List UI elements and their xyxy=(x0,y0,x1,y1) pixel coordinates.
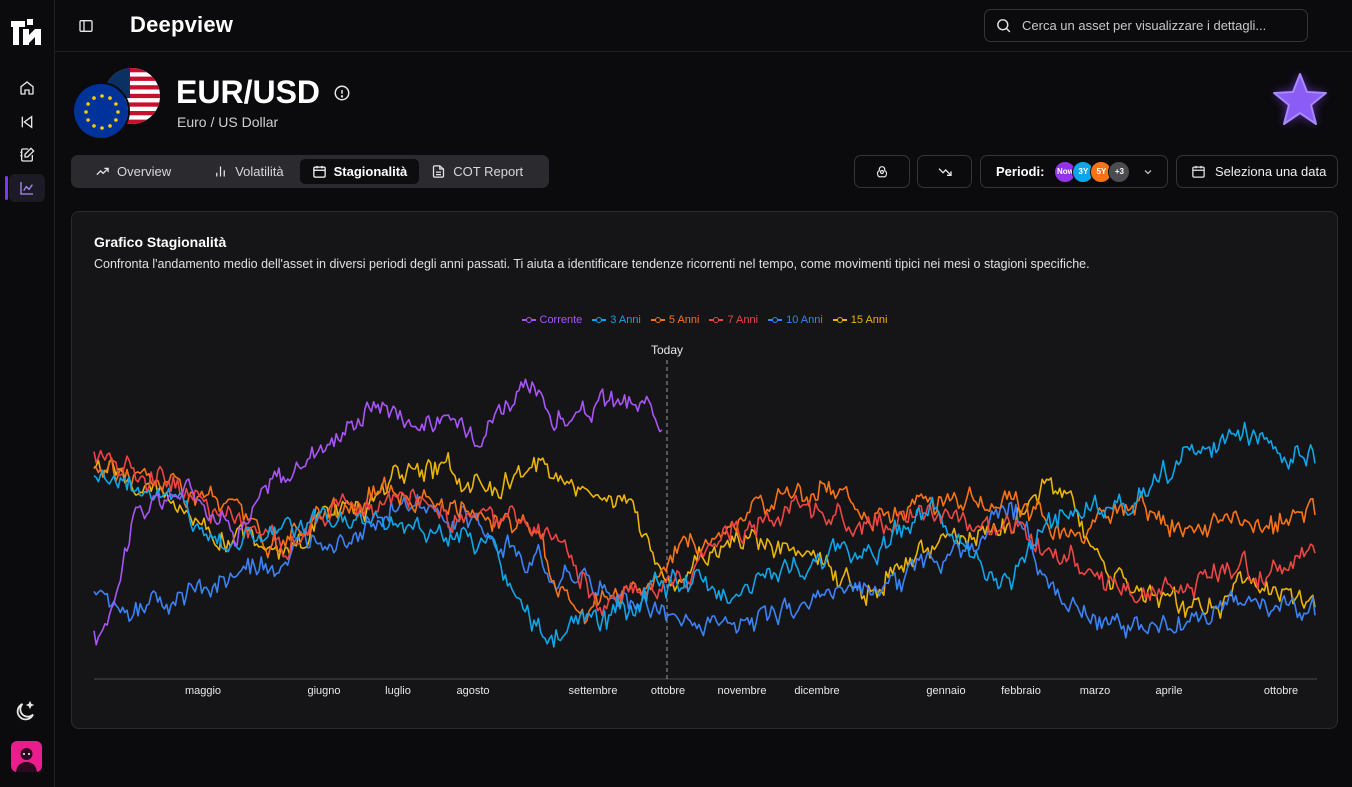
legend-item[interactable]: 3 Anni xyxy=(592,314,641,326)
x-tick-label: novembre xyxy=(718,685,767,697)
series-line-3-anni[interactable] xyxy=(93,421,1316,648)
legend-label: 7 Anni xyxy=(727,314,759,326)
notebook-edit-icon xyxy=(20,147,35,162)
user-avatar[interactable] xyxy=(11,741,42,772)
panel-left-icon xyxy=(79,20,93,32)
sidebar-toggle-button[interactable] xyxy=(75,15,97,37)
seasonality-chart: maggio giugno luglio agosto settembre ottobre… xyxy=(93,343,1317,697)
trending-down-icon xyxy=(938,167,952,176)
trending-up-icon xyxy=(96,167,109,176)
legend-marker xyxy=(592,316,607,324)
bar-chart-icon xyxy=(216,166,226,177)
app-title: Deepview xyxy=(130,12,234,37)
nav-home[interactable] xyxy=(9,74,45,102)
chart-legend: Corrente 3 Anni 5 Anni 7 Anni 10 Anni 15 Anni xyxy=(72,314,1337,326)
series-line-15-anni[interactable] xyxy=(93,452,1316,619)
legend-marker xyxy=(768,316,783,324)
legend-label: Corrente xyxy=(539,314,583,326)
legend-item[interactable]: Corrente xyxy=(521,314,583,326)
home-icon xyxy=(20,81,34,95)
today-label: Today xyxy=(651,343,683,357)
tab-volatilita[interactable]: Volatilità xyxy=(187,159,299,184)
tab-overview[interactable]: Overview xyxy=(75,159,187,184)
calendar-icon xyxy=(312,165,326,178)
search-icon xyxy=(997,19,1011,33)
biohazard-button[interactable] xyxy=(854,155,910,188)
series-line-corrente[interactable] xyxy=(93,378,663,646)
tab-cot-report[interactable]: COT Report xyxy=(419,159,535,184)
legend-marker xyxy=(521,316,536,324)
series-line-7-anni[interactable] xyxy=(93,449,1316,617)
nav-charts[interactable] xyxy=(5,174,45,202)
legend-marker xyxy=(709,316,724,324)
select-date-label: Seleziona una data xyxy=(1215,164,1327,179)
x-tick-label: giugno xyxy=(307,685,340,697)
legend-label: 3 Anni xyxy=(610,314,641,326)
legend-item[interactable]: 15 Anni xyxy=(832,314,888,326)
legend-item[interactable]: 10 Anni xyxy=(768,314,823,326)
x-tick-label: ottobre xyxy=(651,685,685,697)
file-text-icon xyxy=(433,165,445,178)
x-tick-label: maggio xyxy=(185,685,221,697)
favorite-star-icon[interactable] xyxy=(1264,66,1336,132)
legend-label: 10 Anni xyxy=(786,314,823,326)
x-tick-label: febbraio xyxy=(1001,685,1041,697)
sidebar xyxy=(0,0,55,787)
asset-name: Euro / US Dollar xyxy=(177,114,279,130)
asset-symbol: EUR/USD xyxy=(176,74,321,110)
trending-down-button[interactable] xyxy=(917,155,972,188)
biohazard-icon xyxy=(876,165,888,177)
eu-flag-icon xyxy=(72,82,130,140)
top-bar: Deepview Cerca un asset per visualizzare… xyxy=(55,0,1352,52)
tab-label: COT Report xyxy=(453,164,524,179)
tab-stagionalita[interactable]: Stagionalità xyxy=(299,159,420,184)
nav-back[interactable] xyxy=(9,108,45,136)
seasonality-chart-card: Grafico Stagionalità Confronta l'andamen… xyxy=(71,211,1338,729)
tab-label: Volatilità xyxy=(235,164,284,179)
asset-tabs: Overview Volatilità Stagionalità COT Rep… xyxy=(71,155,549,188)
search-placeholder: Cerca un asset per visualizzare i dettag… xyxy=(1022,18,1267,33)
period-chip-more: +3 xyxy=(1108,160,1131,183)
legend-label: 5 Anni xyxy=(668,314,700,326)
skip-back-icon xyxy=(21,115,33,129)
nav-journal[interactable] xyxy=(9,141,45,169)
legend-item[interactable]: 7 Anni xyxy=(709,314,758,326)
search-input[interactable]: Cerca un asset per visualizzare i dettag… xyxy=(984,9,1308,42)
select-date-button[interactable]: Seleziona una data xyxy=(1176,155,1338,188)
x-tick-label: marzo xyxy=(1080,685,1111,697)
tab-label: Overview xyxy=(117,164,172,179)
period-chip-5y: 5Y xyxy=(1090,160,1113,183)
x-tick-label: luglio xyxy=(385,685,411,697)
legend-marker xyxy=(650,316,665,324)
series-line-10-anni[interactable] xyxy=(93,494,1316,639)
info-icon[interactable] xyxy=(333,84,351,102)
chevron-down-icon xyxy=(1144,169,1152,174)
card-title: Grafico Stagionalità xyxy=(94,234,227,250)
periodi-label: Periodi: xyxy=(996,164,1045,179)
chart-area-icon xyxy=(20,182,33,195)
x-tick-label: agosto xyxy=(456,685,489,697)
x-tick-label: gennaio xyxy=(926,685,965,697)
x-tick-label: ottobre xyxy=(1264,685,1298,697)
legend-marker xyxy=(832,316,847,324)
theme-toggle-icon[interactable] xyxy=(13,700,37,724)
series-line-5-anni[interactable] xyxy=(93,457,1316,625)
x-tick-label: dicembre xyxy=(794,685,839,697)
app-logo[interactable] xyxy=(9,15,45,51)
periodi-selector[interactable]: Periodi: Now 3Y 5Y +3 xyxy=(980,155,1168,188)
x-tick-label: aprile xyxy=(1156,685,1183,697)
legend-item[interactable]: 5 Anni xyxy=(650,314,700,326)
x-tick-label: settembre xyxy=(569,685,618,697)
legend-label: 15 Anni xyxy=(850,314,888,326)
calendar-icon xyxy=(1192,165,1205,178)
tab-label: Stagionalità xyxy=(333,164,408,179)
card-description: Confronta l'andamento medio dell'asset i… xyxy=(94,257,1090,271)
